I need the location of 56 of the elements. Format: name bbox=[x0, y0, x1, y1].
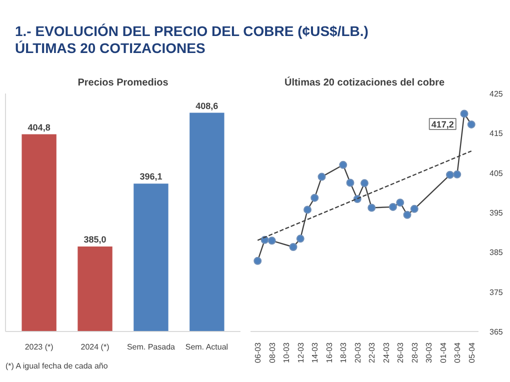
x-tick-label: 06-03 bbox=[254, 342, 263, 363]
text: (*) A igual fecha de cada año bbox=[6, 362, 108, 370]
data-label: 408,6 bbox=[196, 100, 218, 111]
point bbox=[289, 243, 298, 252]
point bbox=[310, 194, 319, 202]
x-tick-label: 2024 (*) bbox=[80, 342, 110, 352]
point bbox=[453, 170, 462, 178]
x-tick-label: 22-03 bbox=[368, 342, 377, 363]
x-tick-label: 28-03 bbox=[410, 342, 420, 363]
y-tick-label: 415 bbox=[490, 129, 504, 138]
x-tick-label: 10-03 bbox=[282, 342, 292, 363]
chart-title: Precios Promedios bbox=[78, 78, 169, 88]
point bbox=[410, 204, 418, 213]
point bbox=[360, 179, 368, 188]
point bbox=[304, 206, 312, 214]
y-tick-label: 395 bbox=[490, 208, 504, 218]
data-label: 385,0 bbox=[84, 234, 106, 244]
text: ÚLTIMAS 20 COTIZACIONES bbox=[15, 40, 206, 57]
y-tick-label: 405 bbox=[490, 168, 504, 178]
text: 1.- EVOLUCIÓN DEL PRECIO DEL COBRE (¢US$/LB.) bbox=[15, 23, 368, 40]
point bbox=[268, 236, 276, 245]
data-label: 417,2 bbox=[431, 119, 454, 130]
y-tick-label: 365 bbox=[490, 328, 504, 336]
x-tick-label: 24-03 bbox=[382, 342, 391, 363]
y-tick-label: 385 bbox=[490, 248, 504, 258]
x-tick-label: 03-04 bbox=[453, 342, 462, 363]
x-tick-label: Sem. Actual bbox=[185, 342, 228, 352]
x-tick-label: 18-03 bbox=[339, 342, 348, 363]
x-tick-label: 16-03 bbox=[324, 342, 334, 363]
point bbox=[460, 110, 468, 118]
point bbox=[339, 160, 348, 169]
point bbox=[446, 170, 454, 179]
x-tick-label: 12-03 bbox=[296, 342, 306, 363]
point bbox=[318, 172, 326, 181]
chart-title: Últimas 20 cotizaciones del cobre bbox=[284, 76, 445, 88]
point bbox=[368, 204, 376, 212]
x-tick-label: Sem. Pasada bbox=[126, 342, 176, 352]
x-tick-label: 2023 (*) bbox=[24, 342, 54, 352]
point bbox=[467, 120, 476, 128]
x-tick-label: 20-03 bbox=[353, 342, 362, 363]
data-label: 396,1 bbox=[140, 172, 162, 182]
point bbox=[403, 210, 412, 219]
point bbox=[396, 198, 404, 207]
point bbox=[389, 202, 397, 211]
x-tick-label: 01-04 bbox=[438, 342, 448, 363]
y-tick-label: 425 bbox=[490, 90, 504, 98]
x-tick-label: 30-03 bbox=[424, 342, 434, 363]
point bbox=[346, 178, 354, 187]
data-label: 404,8 bbox=[28, 122, 50, 132]
x-tick-label: 08-03 bbox=[268, 342, 277, 363]
x-tick-label: 26-03 bbox=[396, 342, 406, 363]
x-tick-label: 14-03 bbox=[310, 342, 320, 363]
point bbox=[254, 256, 262, 265]
x-tick-label: 05-04 bbox=[467, 342, 476, 363]
y-tick-label: 375 bbox=[490, 288, 504, 297]
point bbox=[296, 234, 304, 243]
